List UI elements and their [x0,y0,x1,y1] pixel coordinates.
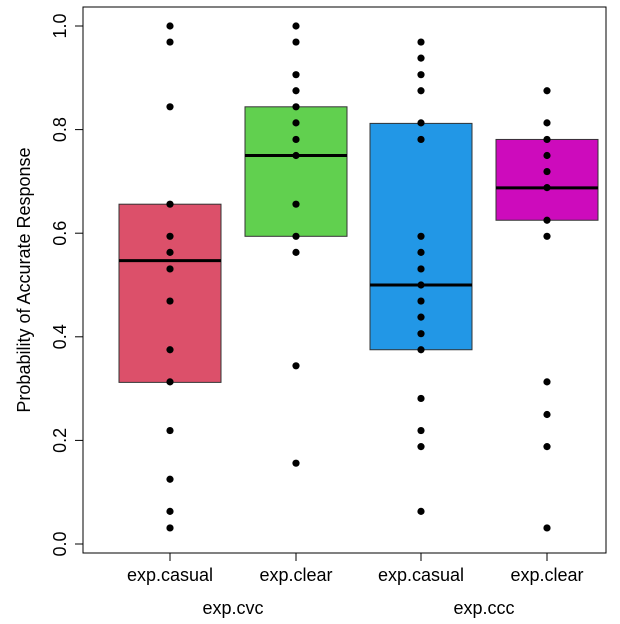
x-axis: exp.casual exp.clear exp.cvc exp.casual exp.… [127,552,584,618]
data-point [543,135,551,144]
x-tick-label: exp.casual [378,565,464,585]
data-point [543,524,551,532]
data-point [166,426,174,435]
data-point [166,297,174,305]
data-point [166,265,174,273]
data-point [543,410,551,419]
data-point [417,119,425,127]
data-point [543,184,551,192]
data-point [166,38,174,46]
data-point [543,87,551,95]
group-label: exp.ccc [453,598,514,618]
data-point [417,426,425,435]
data-point [292,248,300,256]
data-point [166,507,174,515]
data-point [417,135,425,144]
y-tick-label: 0.8 [50,117,70,142]
data-point [417,346,425,354]
y-tick-label: 0.0 [50,531,70,556]
y-tick-label: 0.2 [50,428,70,453]
data-point [417,71,425,79]
y-tick-label: 0.4 [50,324,70,349]
data-point [292,71,300,79]
data-point [417,281,425,289]
data-point [543,232,551,240]
data-point [166,475,174,483]
data-point [543,151,551,160]
data-point [292,38,300,46]
data-point [166,378,174,386]
data-point [166,524,174,532]
data-point [543,378,551,386]
x-tick-label: exp.clear [259,565,332,585]
data-point [417,232,425,240]
data-point [292,103,300,111]
data-point [292,119,300,127]
data-point [166,248,174,256]
data-point [417,297,425,305]
data-point [292,22,300,30]
data-point [543,119,551,127]
data-point [417,248,425,256]
data-point [292,200,300,208]
data-point [166,346,174,354]
boxes-layer [118,106,599,383]
x-tick-label: exp.clear [510,565,583,585]
data-point [543,216,551,224]
box-1 [118,203,222,383]
y-tick-label: 0.6 [50,221,70,246]
data-point [417,54,425,62]
points-layer [166,22,551,532]
data-point [292,459,300,467]
data-point [166,103,174,111]
data-point [292,151,300,160]
y-tick-label: 1.0 [50,13,70,38]
group-label: exp.cvc [202,598,263,618]
data-point [417,330,425,338]
data-point [417,265,425,273]
data-point [292,87,300,95]
data-point [292,135,300,144]
data-point [292,232,300,240]
data-point [417,87,425,95]
x-tick-label: exp.casual [127,565,213,585]
data-point [417,38,425,46]
data-point [417,507,425,515]
data-point [543,443,551,451]
data-point [417,313,425,321]
y-axis: 0.0 0.2 0.4 0.6 0.8 1.0 [50,13,84,557]
box-4 [495,138,599,221]
data-point [417,443,425,451]
data-point [166,22,174,30]
data-point [543,167,551,176]
data-point [166,200,174,208]
y-axis-title: Probability of Accurate Response [14,147,34,412]
data-point [417,394,425,403]
data-point [166,232,174,240]
data-point [292,362,300,370]
